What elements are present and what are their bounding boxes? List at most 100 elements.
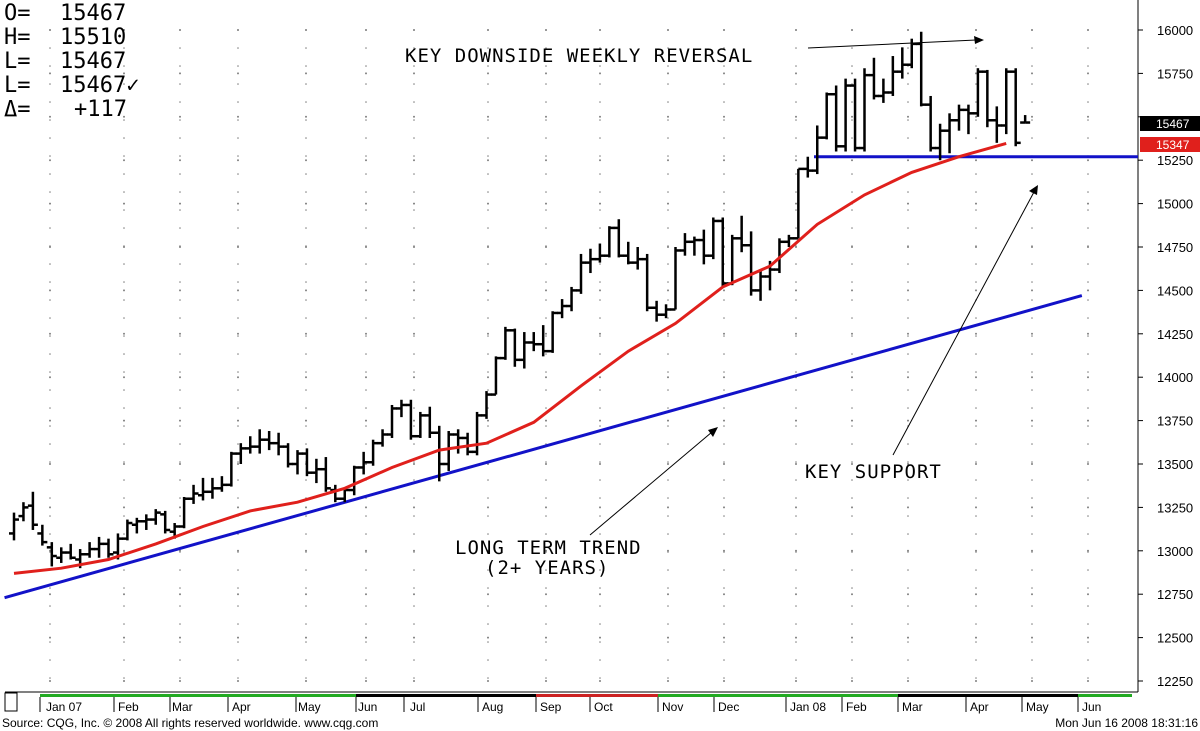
grid-dot <box>723 641 725 643</box>
grid-dot <box>851 137 853 139</box>
grid-dot <box>851 419 853 422</box>
timeline-segment <box>842 694 898 697</box>
grid-dot <box>413 463 415 465</box>
grid-dot <box>545 353 547 355</box>
grid-dot <box>907 533 909 535</box>
grid-dot <box>907 461 909 463</box>
grid-dot <box>1031 641 1033 643</box>
grid-dot <box>907 389 909 391</box>
price-bar <box>443 431 454 471</box>
grid-dot <box>487 419 489 422</box>
grid-dot <box>795 659 797 661</box>
grid-dot <box>487 119 489 121</box>
support-arrow-line <box>892 191 1035 456</box>
grid-dot <box>1031 332 1033 335</box>
grid-dot <box>49 245 51 247</box>
grid-dot <box>907 677 909 679</box>
grid-dot <box>723 72 725 75</box>
grid-dot <box>1031 317 1033 319</box>
grid-dot <box>49 659 51 661</box>
grid-dot <box>975 425 977 427</box>
grid-dot <box>795 119 797 121</box>
grid-dot <box>667 289 669 292</box>
grid-dot <box>851 47 853 49</box>
grid-dot <box>179 191 181 193</box>
grid-dot <box>179 173 181 175</box>
grid-dot <box>599 263 601 265</box>
grid-dot <box>1087 281 1089 283</box>
grid-dot <box>365 29 367 31</box>
grid-dot <box>795 569 797 571</box>
grid-dot <box>1031 549 1033 552</box>
grid-dot <box>599 551 601 553</box>
grid-dot <box>49 419 51 422</box>
grid-dot <box>667 29 669 31</box>
price-bar <box>349 465 360 496</box>
grid-dot <box>599 641 601 643</box>
x-tick-label: Feb <box>118 700 139 714</box>
grid-dot <box>237 461 239 463</box>
grid-dot <box>1031 159 1033 162</box>
grid-dot <box>305 155 307 157</box>
grid-dot <box>1087 533 1089 535</box>
grid-dot <box>907 419 909 422</box>
grid-dot <box>413 72 415 75</box>
grid-dot <box>975 72 977 75</box>
grid-dot <box>305 245 307 247</box>
ohlc-high-label: H= <box>4 25 31 50</box>
grid-dot <box>305 119 307 121</box>
grid-dot <box>795 407 797 409</box>
grid-dot <box>237 506 239 509</box>
timeline-segment <box>1078 694 1132 697</box>
grid-dot <box>1031 677 1033 679</box>
grid-dot <box>123 289 125 292</box>
last-price-label: 15467 <box>1156 117 1190 131</box>
ohlc-delta-label: Δ= <box>4 97 31 122</box>
grid-dot <box>49 371 51 373</box>
price-bar <box>509 328 520 367</box>
grid-dot <box>365 623 367 625</box>
grid-dot <box>545 419 547 422</box>
x-tick-label: Jun <box>1082 700 1101 714</box>
price-bar <box>131 517 142 534</box>
grid-dot <box>907 479 909 481</box>
grid-dot <box>179 605 181 607</box>
grid-dot <box>851 281 853 283</box>
grid-dot <box>413 515 415 517</box>
grid-dot <box>599 115 601 118</box>
price-bar <box>897 47 908 79</box>
grid-dot <box>1031 263 1033 265</box>
grid-dot <box>305 47 307 49</box>
grid-dot <box>1031 281 1033 283</box>
grid-dot <box>1031 463 1033 465</box>
grid-dot <box>123 245 125 247</box>
price-bar <box>311 458 322 484</box>
grid-dot <box>49 497 51 499</box>
grid-dot <box>667 263 669 265</box>
grid-dot <box>305 371 307 373</box>
grid-dot <box>49 317 51 319</box>
price-bar <box>566 286 577 312</box>
grid-dot <box>667 677 669 679</box>
grid-dot <box>545 202 547 205</box>
grid-dot <box>179 29 181 31</box>
grid-dot <box>123 353 125 355</box>
grid-dot <box>545 371 547 373</box>
grid-dot <box>1087 419 1089 422</box>
grid-dot <box>795 389 797 391</box>
price-bar <box>500 326 511 360</box>
grid-dot <box>413 263 415 265</box>
grid-dot <box>305 317 307 319</box>
grid-dot <box>851 29 853 31</box>
grid-dot <box>487 47 489 49</box>
y-tick-label: 14500 <box>1157 283 1193 298</box>
grid-dot <box>49 173 51 175</box>
grid-dot <box>237 549 239 552</box>
grid-dot <box>907 551 909 553</box>
grid-dot <box>667 332 669 335</box>
grid-dot <box>179 376 181 379</box>
grid-dot <box>365 335 367 337</box>
grid-dot <box>795 623 797 625</box>
grid-dot <box>975 407 977 409</box>
grid-dot <box>365 636 367 639</box>
